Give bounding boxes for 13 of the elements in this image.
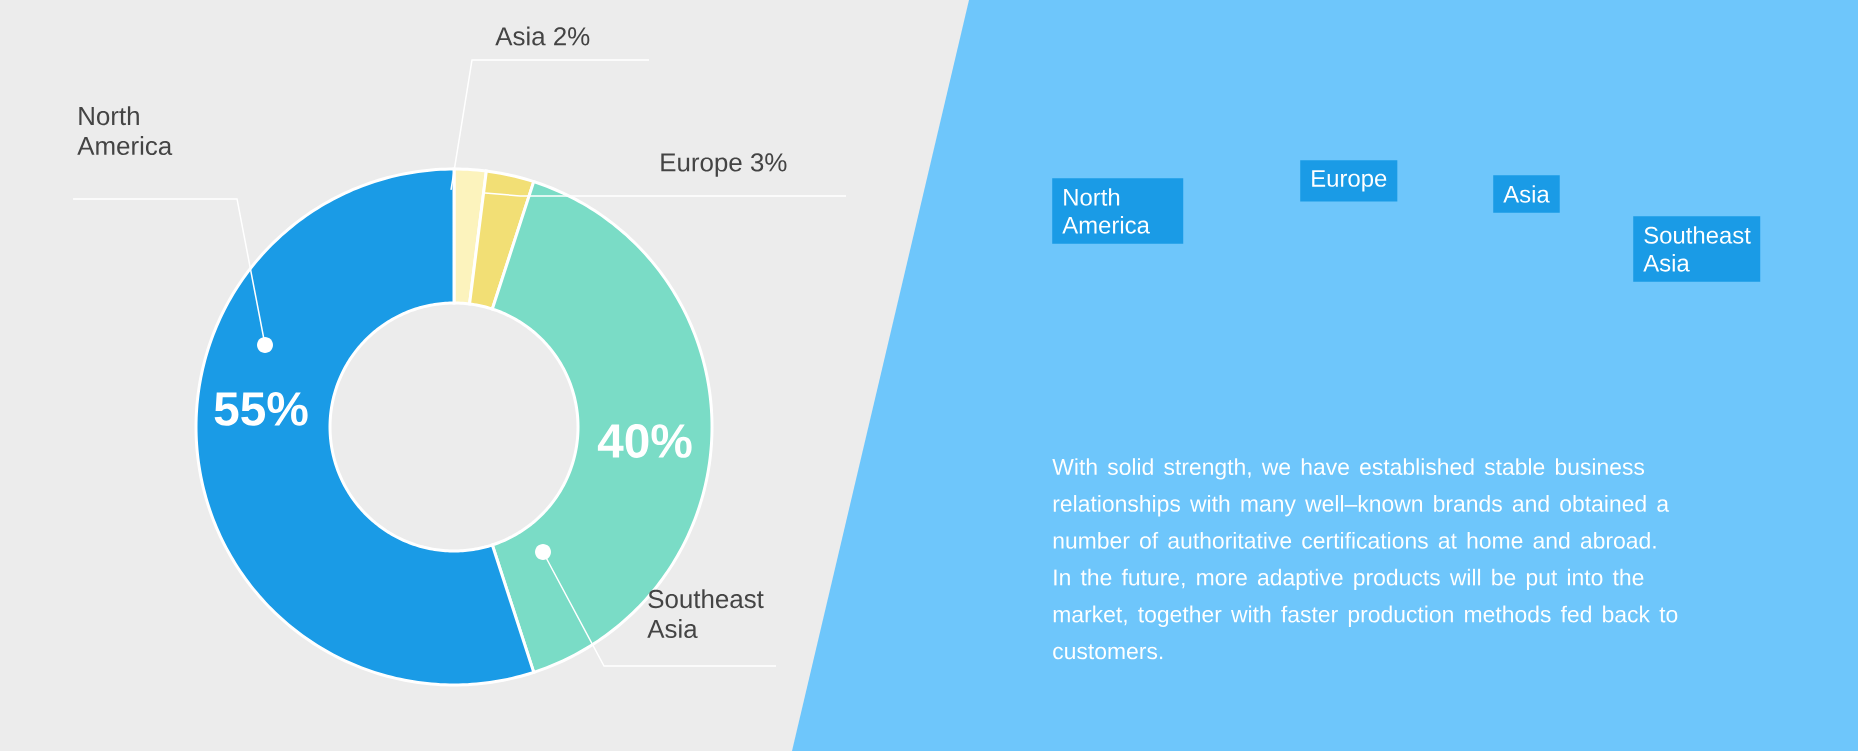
slice-label: North America [77,106,173,156]
text: Europe [1312,170,1387,192]
data-label: 55% [214,392,308,426]
text: With solid strength, we have established stable business relationships with many well–known brands and obtained a number of authoritative certifications at home and abroad. In the future, more adaptive products will be put into the market, together with faster production methods fed back to customers. [1052,458,1678,660]
slice-label: Southeast Asia [647,589,764,639]
text: North America [1062,188,1150,234]
text: Southeast Asia [1643,226,1751,272]
data-label: 40% [597,424,692,458]
text: Asia [1503,185,1550,203]
data-label: 2% [554,27,590,46]
slice-label: Asia [495,26,546,46]
data-label: 3% [750,153,787,172]
slice-label: Europe [661,153,742,177]
